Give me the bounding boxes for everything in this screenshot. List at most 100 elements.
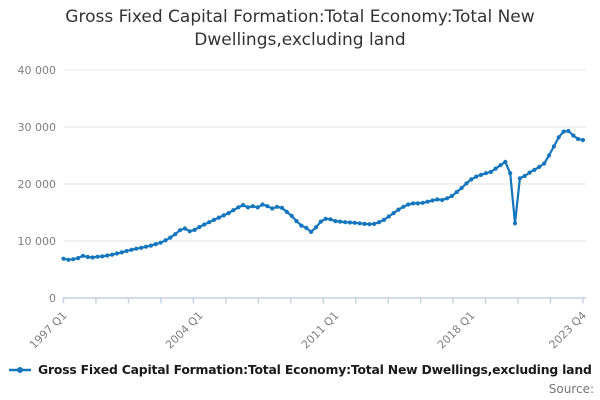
data-point[interactable] xyxy=(265,204,270,209)
data-point[interactable] xyxy=(406,202,411,207)
data-point[interactable] xyxy=(328,217,333,222)
data-point[interactable] xyxy=(139,245,144,250)
data-point[interactable] xyxy=(250,204,255,209)
data-point[interactable] xyxy=(474,174,479,179)
data-point[interactable] xyxy=(556,135,561,140)
data-point[interactable] xyxy=(411,201,416,206)
data-point[interactable] xyxy=(347,220,353,225)
data-point[interactable] xyxy=(313,225,319,230)
data-point[interactable] xyxy=(192,227,197,232)
data-point[interactable] xyxy=(323,216,328,221)
data-point[interactable] xyxy=(294,219,299,224)
data-point[interactable] xyxy=(454,189,459,195)
data-point[interactable] xyxy=(396,207,401,212)
data-point[interactable] xyxy=(61,256,66,261)
data-point[interactable] xyxy=(338,219,343,224)
data-point[interactable] xyxy=(226,211,231,216)
data-point[interactable] xyxy=(299,223,304,228)
data-point[interactable] xyxy=(430,198,435,203)
data-point[interactable] xyxy=(435,197,440,202)
data-point[interactable] xyxy=(542,161,547,166)
data-point[interactable] xyxy=(377,220,382,225)
data-point[interactable] xyxy=(459,185,464,191)
data-point[interactable] xyxy=(289,213,294,218)
data-point[interactable] xyxy=(537,164,542,169)
data-point[interactable] xyxy=(110,252,115,257)
data-point[interactable] xyxy=(100,254,105,259)
data-point[interactable] xyxy=(202,222,207,227)
data-point[interactable] xyxy=(503,159,508,164)
data-point[interactable] xyxy=(231,208,236,213)
data-point[interactable] xyxy=(561,129,566,134)
data-point[interactable] xyxy=(275,204,280,209)
data-point[interactable] xyxy=(571,133,576,138)
data-point[interactable] xyxy=(527,170,532,175)
data-point[interactable] xyxy=(76,256,81,261)
data-point[interactable] xyxy=(143,244,149,249)
data-point[interactable] xyxy=(148,243,153,248)
data-point[interactable] xyxy=(333,219,338,224)
data-point[interactable] xyxy=(415,201,420,206)
data-point[interactable] xyxy=(440,197,445,203)
data-point[interactable] xyxy=(498,163,503,168)
data-point[interactable] xyxy=(270,206,275,211)
data-point[interactable] xyxy=(177,228,183,233)
data-point[interactable] xyxy=(352,220,357,225)
data-point[interactable] xyxy=(260,202,265,207)
data-point[interactable] xyxy=(163,238,168,243)
data-point[interactable] xyxy=(236,205,241,210)
data-point[interactable] xyxy=(187,229,192,234)
data-point[interactable] xyxy=(522,173,527,179)
data-point[interactable] xyxy=(255,205,260,210)
series-line[interactable] xyxy=(62,129,585,261)
data-point[interactable] xyxy=(362,221,367,226)
data-point[interactable] xyxy=(221,213,226,218)
data-point[interactable] xyxy=(85,254,90,260)
data-point[interactable] xyxy=(391,211,396,216)
data-point[interactable] xyxy=(546,153,552,158)
data-point[interactable] xyxy=(207,220,212,225)
data-point[interactable] xyxy=(425,199,430,204)
data-point[interactable] xyxy=(386,214,391,219)
data-point[interactable] xyxy=(90,255,95,260)
data-point[interactable] xyxy=(168,235,173,240)
data-point[interactable] xyxy=(216,215,221,220)
data-point[interactable] xyxy=(343,220,348,225)
data-point[interactable] xyxy=(580,138,586,143)
data-point[interactable] xyxy=(241,203,246,208)
data-point[interactable] xyxy=(493,166,498,171)
data-point[interactable] xyxy=(401,204,406,209)
data-point[interactable] xyxy=(551,144,557,149)
data-point[interactable] xyxy=(532,167,537,172)
data-point[interactable] xyxy=(304,225,309,230)
data-point[interactable] xyxy=(66,257,71,262)
data-point[interactable] xyxy=(124,248,129,254)
data-point[interactable] xyxy=(357,221,362,226)
data-point[interactable] xyxy=(420,200,425,205)
data-point[interactable] xyxy=(182,226,187,231)
data-point[interactable] xyxy=(173,232,178,237)
data-point[interactable] xyxy=(95,254,100,259)
plot-area[interactable]: 0 10 000 20 000 30 000 40 000 1997 Q1 2004 Q1 2… xyxy=(0,56,600,358)
data-point[interactable] xyxy=(284,209,289,214)
data-point[interactable] xyxy=(134,246,139,251)
data-point[interactable] xyxy=(211,217,217,222)
data-point[interactable] xyxy=(80,253,85,258)
data-point[interactable] xyxy=(367,222,372,227)
data-point[interactable] xyxy=(517,176,523,181)
data-point[interactable] xyxy=(566,128,571,134)
data-point[interactable] xyxy=(483,171,488,176)
data-point[interactable] xyxy=(119,250,124,255)
data-point[interactable] xyxy=(158,240,163,245)
data-point[interactable] xyxy=(279,205,285,210)
data-point[interactable] xyxy=(105,253,110,258)
data-point[interactable] xyxy=(478,172,484,177)
data-point[interactable] xyxy=(445,196,450,201)
data-point[interactable] xyxy=(71,257,76,262)
data-point[interactable] xyxy=(197,224,202,230)
legend[interactable]: Gross Fixed Capital Formation:Total Econ… xyxy=(8,362,592,377)
data-point[interactable] xyxy=(469,177,474,182)
data-point[interactable] xyxy=(114,251,119,256)
data-point[interactable] xyxy=(508,171,513,176)
data-point[interactable] xyxy=(309,229,314,234)
